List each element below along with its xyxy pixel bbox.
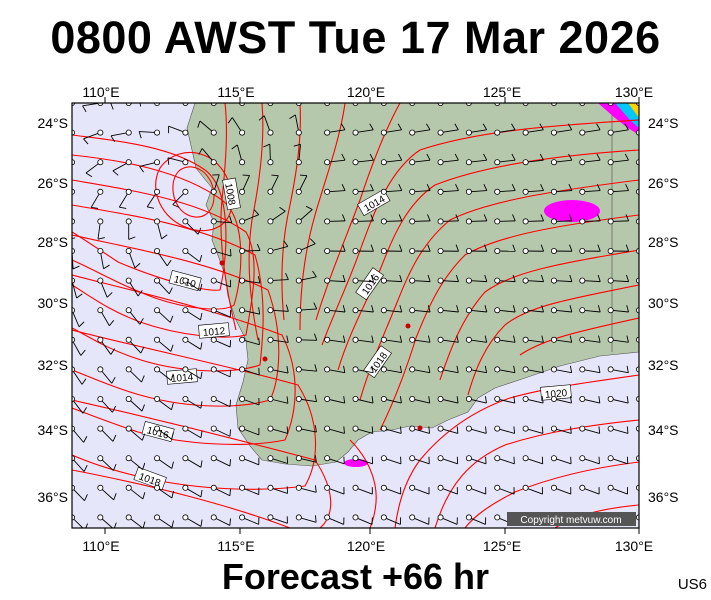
lat-label: 32°S [37, 357, 68, 373]
rain-patch [344, 459, 368, 467]
lon-label: 125°E [483, 84, 521, 100]
isobar-label: 1008 [222, 182, 237, 206]
copyright-text: Copyright metvuw.com [520, 515, 621, 526]
rain-patch [544, 200, 600, 222]
lat-labels-right: 24°S 26°S 28°S 30°S 32°S 34°S 36°S [648, 115, 679, 505]
city-markers [219, 260, 423, 431]
lon-label: 120°E [347, 538, 385, 554]
lon-label: 125°E [483, 538, 521, 554]
lat-label: 34°S [37, 422, 68, 438]
lat-label: 36°S [648, 489, 679, 505]
lat-label: 32°S [648, 357, 679, 373]
lat-label: 26°S [37, 175, 68, 191]
lat-label: 28°S [648, 234, 679, 250]
lat-label: 34°S [648, 422, 679, 438]
lat-label: 30°S [37, 295, 68, 311]
lon-label: 110°E [82, 84, 119, 100]
lon-label: 115°E [217, 84, 254, 100]
lon-label: 110°E [82, 538, 119, 554]
lat-label: 26°S [648, 175, 679, 191]
lat-label: 24°S [648, 115, 679, 131]
lon-label: 115°E [217, 538, 254, 554]
lat-label: 24°S [37, 115, 68, 131]
isobar-label: 1012 [203, 326, 227, 339]
forecast-hour: Forecast +66 hr [221, 556, 490, 597]
lat-label: 36°S [37, 489, 68, 505]
axis-ticks [104, 97, 640, 534]
lat-label: 28°S [37, 234, 68, 250]
lon-labels-top: 110°E 115°E 120°E 125°E 130°E [82, 84, 653, 100]
lat-label: 30°S [648, 295, 679, 311]
lon-label: 120°E [347, 84, 385, 100]
forecast-title: 0800 AWST Tue 17 Mar 2026 [50, 12, 661, 63]
rain-patch [628, 103, 639, 118]
product-code: US6 [677, 576, 707, 593]
map-frame [71, 102, 640, 529]
isobar-label: 1014 [171, 372, 195, 385]
copyright-box [507, 512, 636, 526]
isobar-label: 1020 [545, 388, 569, 401]
lat-labels-left: 24°S 26°S 28°S 30°S 32°S 34°S 36°S [37, 115, 68, 505]
lon-label: 130°E [615, 538, 653, 554]
lon-labels-bottom: 110°E 115°E 120°E 125°E 130°E [82, 538, 653, 554]
lon-label: 130°E [615, 84, 653, 100]
